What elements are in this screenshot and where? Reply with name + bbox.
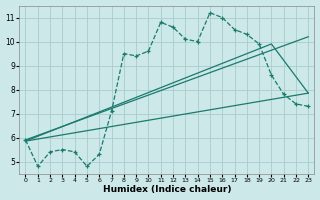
X-axis label: Humidex (Indice chaleur): Humidex (Indice chaleur)	[103, 185, 231, 194]
